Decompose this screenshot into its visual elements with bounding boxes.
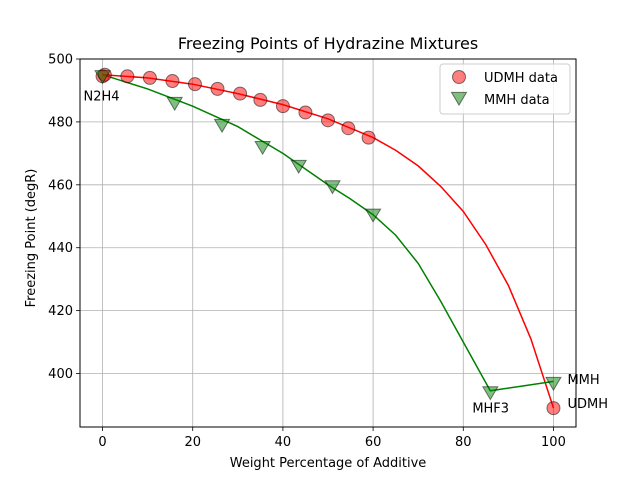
mmh-data-point bbox=[166, 96, 184, 112]
x-tick-label: 40 bbox=[275, 435, 292, 450]
mmh-data-point bbox=[324, 180, 341, 195]
x-axis-label: Weight Percentage of Additive bbox=[230, 456, 427, 471]
legend-marker-udmh bbox=[452, 70, 466, 84]
udmh-data-point bbox=[546, 401, 561, 416]
udmh-data-point bbox=[361, 130, 376, 145]
mmh-data-point bbox=[290, 159, 308, 175]
plot-area bbox=[79, 58, 577, 428]
annotation-label: MMH bbox=[567, 373, 599, 388]
y-tick-label: 460 bbox=[48, 178, 73, 193]
legend-box bbox=[439, 63, 571, 115]
annotation-label: UDMH bbox=[567, 397, 608, 412]
legend-label: MMH data bbox=[484, 93, 550, 108]
y-tick-label: 480 bbox=[48, 115, 73, 130]
y-tick-label: 440 bbox=[48, 241, 73, 256]
x-tick-label: 100 bbox=[541, 435, 566, 450]
udmh-data-point bbox=[253, 92, 268, 107]
x-tick-label: 60 bbox=[365, 435, 382, 450]
x-tick-label: 20 bbox=[184, 435, 201, 450]
mmh-data-point bbox=[481, 386, 499, 401]
chart-title: Freezing Points of Hydrazine Mixtures bbox=[178, 34, 478, 53]
y-tick-label: 400 bbox=[48, 367, 73, 382]
annotations: N2H4 MHF3 MMH UDMH bbox=[84, 89, 608, 416]
legend-label: UDMH data bbox=[484, 71, 558, 86]
udmh-data-point bbox=[165, 74, 180, 89]
axes-frame bbox=[79, 58, 577, 428]
udmh-data-point bbox=[298, 105, 313, 120]
y-tick-label: 420 bbox=[48, 304, 73, 319]
udmh-data-point bbox=[142, 70, 157, 85]
mmh-data-point bbox=[94, 70, 111, 85]
udmh-data-point bbox=[275, 99, 290, 114]
udmh-data-point bbox=[120, 69, 135, 84]
udmh-data-point bbox=[321, 113, 335, 128]
data-markers bbox=[94, 67, 562, 416]
mmh-data-point bbox=[545, 376, 562, 392]
ticks: 0 20 40 60 80 100 400 420 440 460 480 500 bbox=[48, 53, 566, 451]
udmh-data-point bbox=[341, 121, 356, 136]
annotation-label: MHF3 bbox=[472, 401, 509, 416]
udmh-data-point bbox=[233, 86, 248, 101]
mmh-data-point bbox=[364, 208, 382, 223]
fit-curve bbox=[102, 73, 555, 409]
x-tick-label: 0 bbox=[98, 435, 106, 450]
legend: UDMH data MMH data bbox=[439, 63, 571, 115]
y-tick-label: 500 bbox=[48, 53, 73, 68]
udmh-data-point bbox=[210, 81, 225, 96]
mmh-data-point bbox=[254, 140, 271, 156]
y-axis-label: Freezing Point (degR) bbox=[24, 169, 39, 308]
mmh-data-point bbox=[213, 118, 231, 134]
legend-marker-mmh bbox=[450, 91, 468, 107]
udmh-data-point bbox=[187, 77, 202, 92]
x-tick-label: 80 bbox=[455, 435, 472, 450]
annotation-label: N2H4 bbox=[84, 89, 120, 104]
